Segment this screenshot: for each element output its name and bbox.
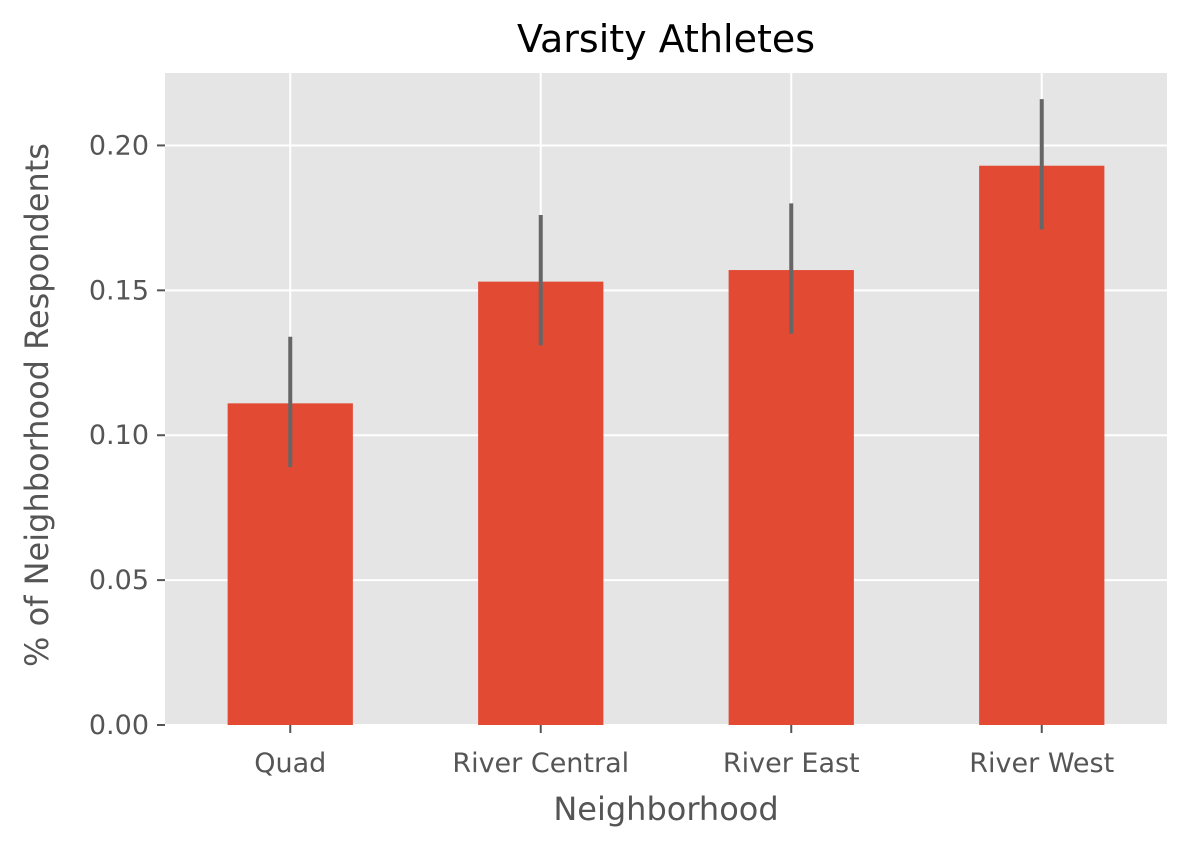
y-axis-ticks: 0.00 0.05 0.10 0.15 0.20 — [89, 130, 165, 741]
y-tick-label: 0.10 — [89, 420, 149, 451]
y-axis-label: % of Neighborhood Respondents — [18, 143, 56, 667]
error-bars — [288, 99, 1044, 468]
chart-title: Varsity Athletes — [517, 17, 815, 61]
x-tick-label: River West — [969, 748, 1114, 779]
bar-river-west — [979, 165, 1105, 725]
bar-river-central — [478, 281, 604, 725]
x-tick-label: River East — [723, 748, 860, 779]
y-tick-label: 0.00 — [89, 710, 149, 741]
x-tick-label: Quad — [254, 748, 326, 779]
y-tick-label: 0.15 — [89, 275, 149, 306]
bars — [227, 165, 1105, 725]
bar-river-east — [728, 270, 854, 725]
y-tick-label: 0.05 — [89, 565, 149, 596]
x-tick-label: River Central — [452, 748, 629, 779]
x-axis-ticks: Quad River Central River East River West — [254, 725, 1114, 779]
y-tick-label: 0.20 — [89, 130, 149, 161]
x-axis-label: Neighborhood — [553, 790, 778, 828]
